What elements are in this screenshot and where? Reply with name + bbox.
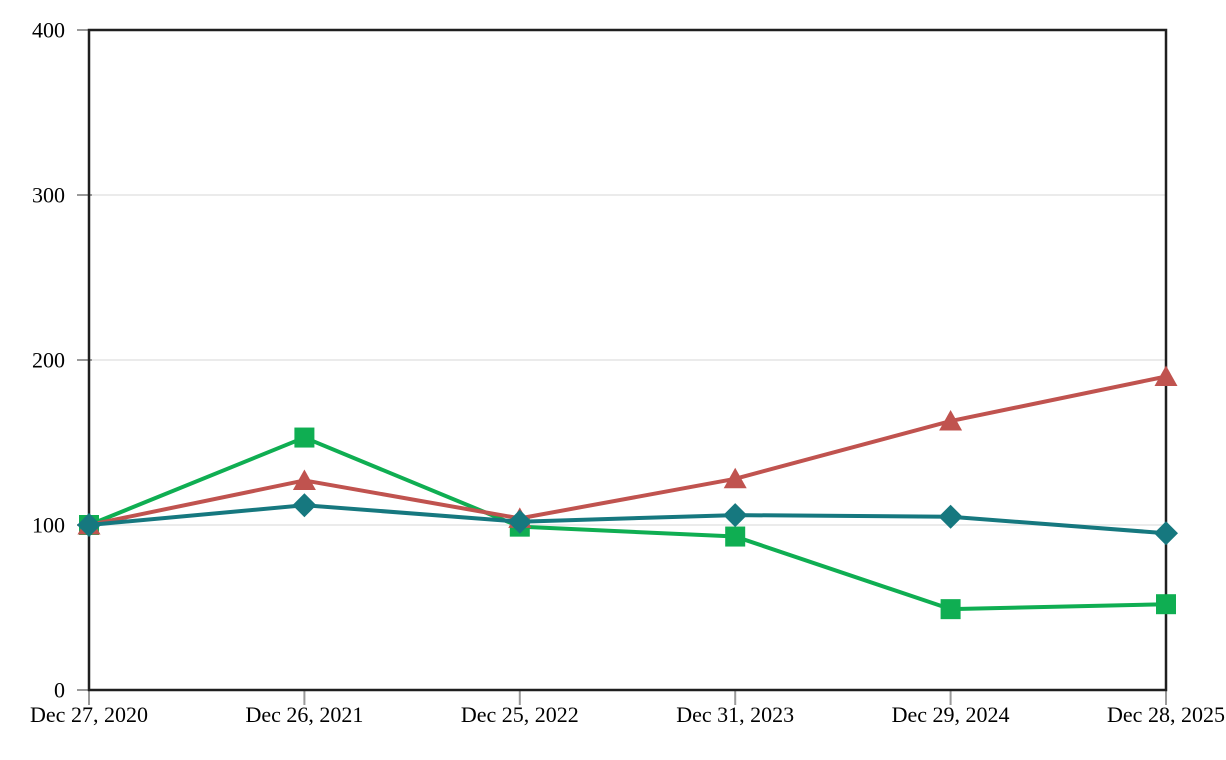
marker-triangle <box>939 410 963 431</box>
green-square-series-line <box>87 435 1168 612</box>
marker-diamond <box>938 504 963 529</box>
y-axis-label: 100 <box>32 513 65 538</box>
x-axis-label: Dec 29, 2024 <box>892 702 1010 727</box>
x-axis-label: Dec 28, 2025 <box>1107 702 1225 727</box>
x-axis-label: Dec 26, 2021 <box>245 702 363 727</box>
x-axis-label: Dec 27, 2020 <box>30 702 148 727</box>
marker-square <box>940 599 961 620</box>
marker-diamond <box>1154 521 1178 546</box>
marker-square <box>1156 594 1176 615</box>
marker-square <box>294 427 315 448</box>
y-axis-label: 200 <box>32 348 65 373</box>
marker-diamond <box>77 513 101 537</box>
marker-triangle <box>1154 365 1178 386</box>
marker-diamond <box>292 493 317 518</box>
teal-diamond-series <box>77 493 1178 546</box>
y-axis-label: 300 <box>32 183 65 208</box>
marker-square <box>725 526 746 547</box>
marker-diamond <box>507 509 532 534</box>
marker-triangle <box>292 469 316 490</box>
marker-diamond <box>723 503 748 528</box>
x-axis-label: Dec 25, 2022 <box>461 702 579 727</box>
teal-diamond-series-line <box>87 503 1168 536</box>
y-axis-label: 400 <box>32 18 65 43</box>
plot-border <box>87 28 1168 692</box>
red-triangle-series-line <box>87 374 1168 527</box>
marker-triangle <box>723 467 747 489</box>
x-axis-label: Dec 31, 2023 <box>676 702 794 727</box>
y-axis-label: 0 <box>54 678 65 703</box>
